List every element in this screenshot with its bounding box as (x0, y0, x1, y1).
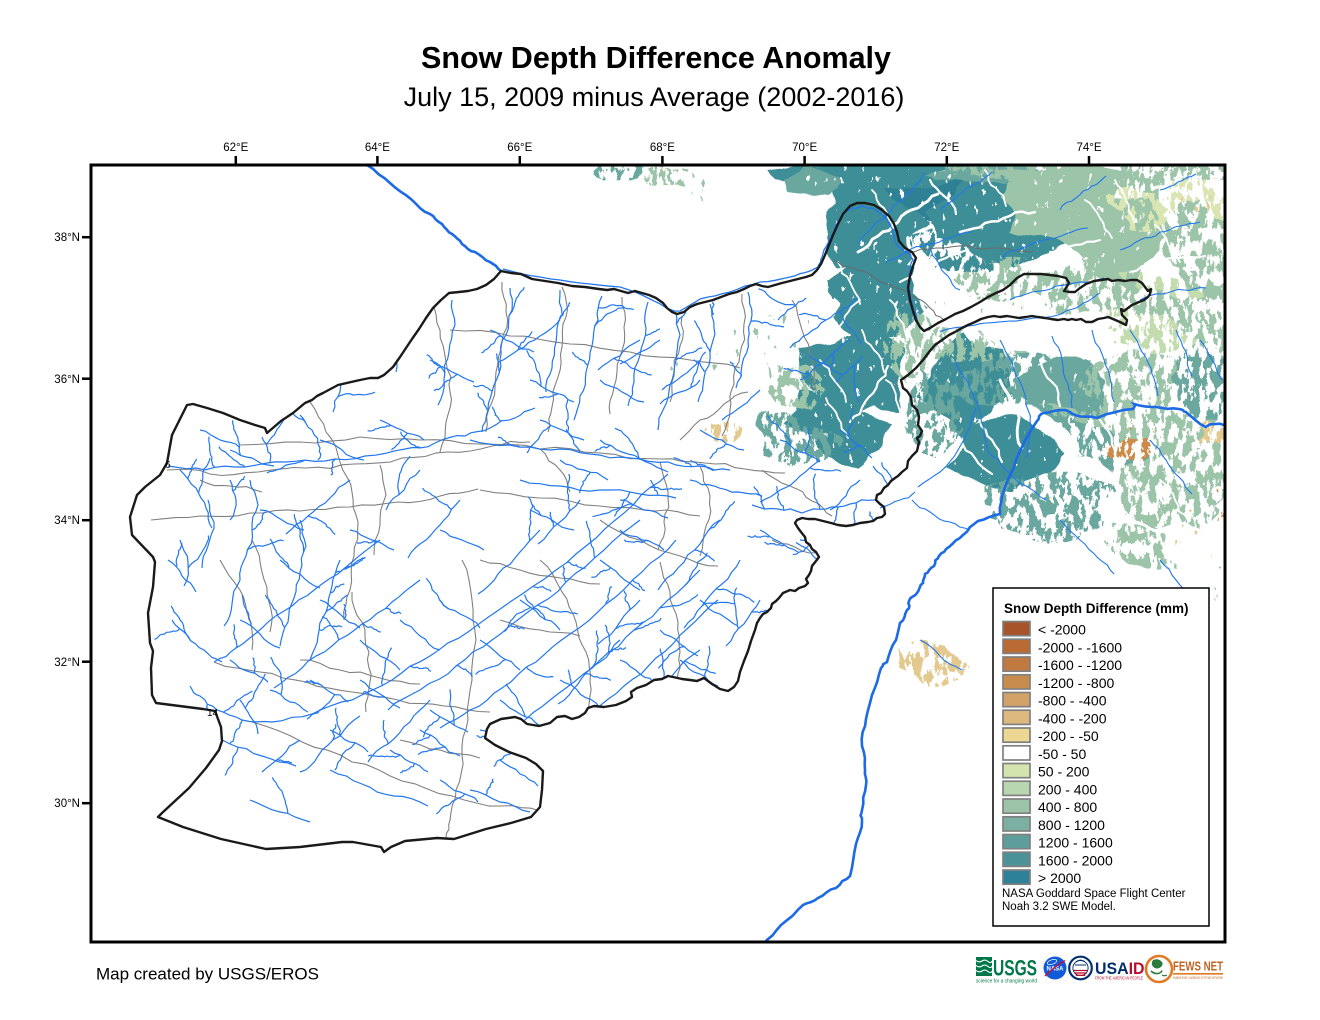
svg-text:70°E: 70°E (792, 142, 817, 154)
svg-text:30°N: 30°N (54, 798, 80, 810)
svg-text:-1600 - -1200: -1600 - -1200 (1038, 657, 1122, 673)
svg-text:72°E: 72°E (934, 142, 959, 154)
svg-text:74°E: 74°E (1076, 142, 1101, 154)
svg-text:200 - 400: 200 - 400 (1038, 782, 1097, 798)
svg-text:Snow Depth Difference (mm): Snow Depth Difference (mm) (1004, 601, 1189, 616)
svg-text:14: 14 (207, 708, 219, 719)
svg-text:-200 - -50: -200 - -50 (1038, 728, 1099, 744)
svg-text:1600 - 2000: 1600 - 2000 (1038, 853, 1113, 869)
svg-text:USAID: USAID (1095, 960, 1145, 978)
svg-text:1200 - 1600: 1200 - 1600 (1038, 835, 1113, 851)
svg-text:-400 - -200: -400 - -200 (1038, 711, 1107, 727)
svg-text:-50 - 50: -50 - 50 (1038, 746, 1086, 762)
svg-text:July 15, 2009 minus Average (2: July 15, 2009 minus Average (2002-2016) (404, 82, 905, 112)
svg-text:68°E: 68°E (650, 142, 675, 154)
svg-text:Noah 3.2 SWE Model.: Noah 3.2 SWE Model. (1002, 901, 1116, 913)
svg-text:science for a changing world: science for a changing world (976, 979, 1037, 985)
svg-text:NASA Goddard Space Flight Cent: NASA Goddard Space Flight Center (1002, 888, 1186, 900)
svg-text:64°E: 64°E (365, 142, 390, 154)
svg-text:< -2000: < -2000 (1038, 622, 1086, 638)
svg-text:6: 6 (165, 460, 171, 471)
svg-text:38°N: 38°N (54, 232, 80, 244)
svg-text:-800 - -400: -800 - -400 (1038, 693, 1107, 709)
svg-text:-2000 - -1600: -2000 - -1600 (1038, 640, 1122, 656)
svg-text:Snow Depth Difference Anomaly: Snow Depth Difference Anomaly (421, 41, 891, 75)
svg-text:NASA: NASA (1047, 966, 1065, 973)
svg-text:32°N: 32°N (54, 657, 80, 669)
svg-text:36°N: 36°N (54, 374, 80, 386)
svg-text:62°E: 62°E (223, 142, 248, 154)
svg-text:> 2000: > 2000 (1038, 870, 1081, 886)
svg-text:FAMINE EARLY WARNING SYSTEMS N: FAMINE EARLY WARNING SYSTEMS NETWORK (1173, 976, 1223, 980)
svg-text:400 - 800: 400 - 800 (1038, 799, 1097, 815)
svg-text:800 - 1200: 800 - 1200 (1038, 817, 1105, 833)
svg-text:FROM THE AMERICAN PEOPLE: FROM THE AMERICAN PEOPLE (1095, 976, 1143, 981)
svg-text:Map created by USGS/EROS: Map created by USGS/EROS (96, 965, 319, 984)
svg-text:-1200 - -800: -1200 - -800 (1038, 675, 1114, 691)
svg-text:USGS: USGS (993, 956, 1037, 981)
svg-text:66°E: 66°E (507, 142, 532, 154)
svg-text:50 - 200: 50 - 200 (1038, 764, 1090, 780)
svg-text:34°N: 34°N (54, 515, 80, 527)
svg-text:FEWS NET: FEWS NET (1173, 959, 1223, 974)
